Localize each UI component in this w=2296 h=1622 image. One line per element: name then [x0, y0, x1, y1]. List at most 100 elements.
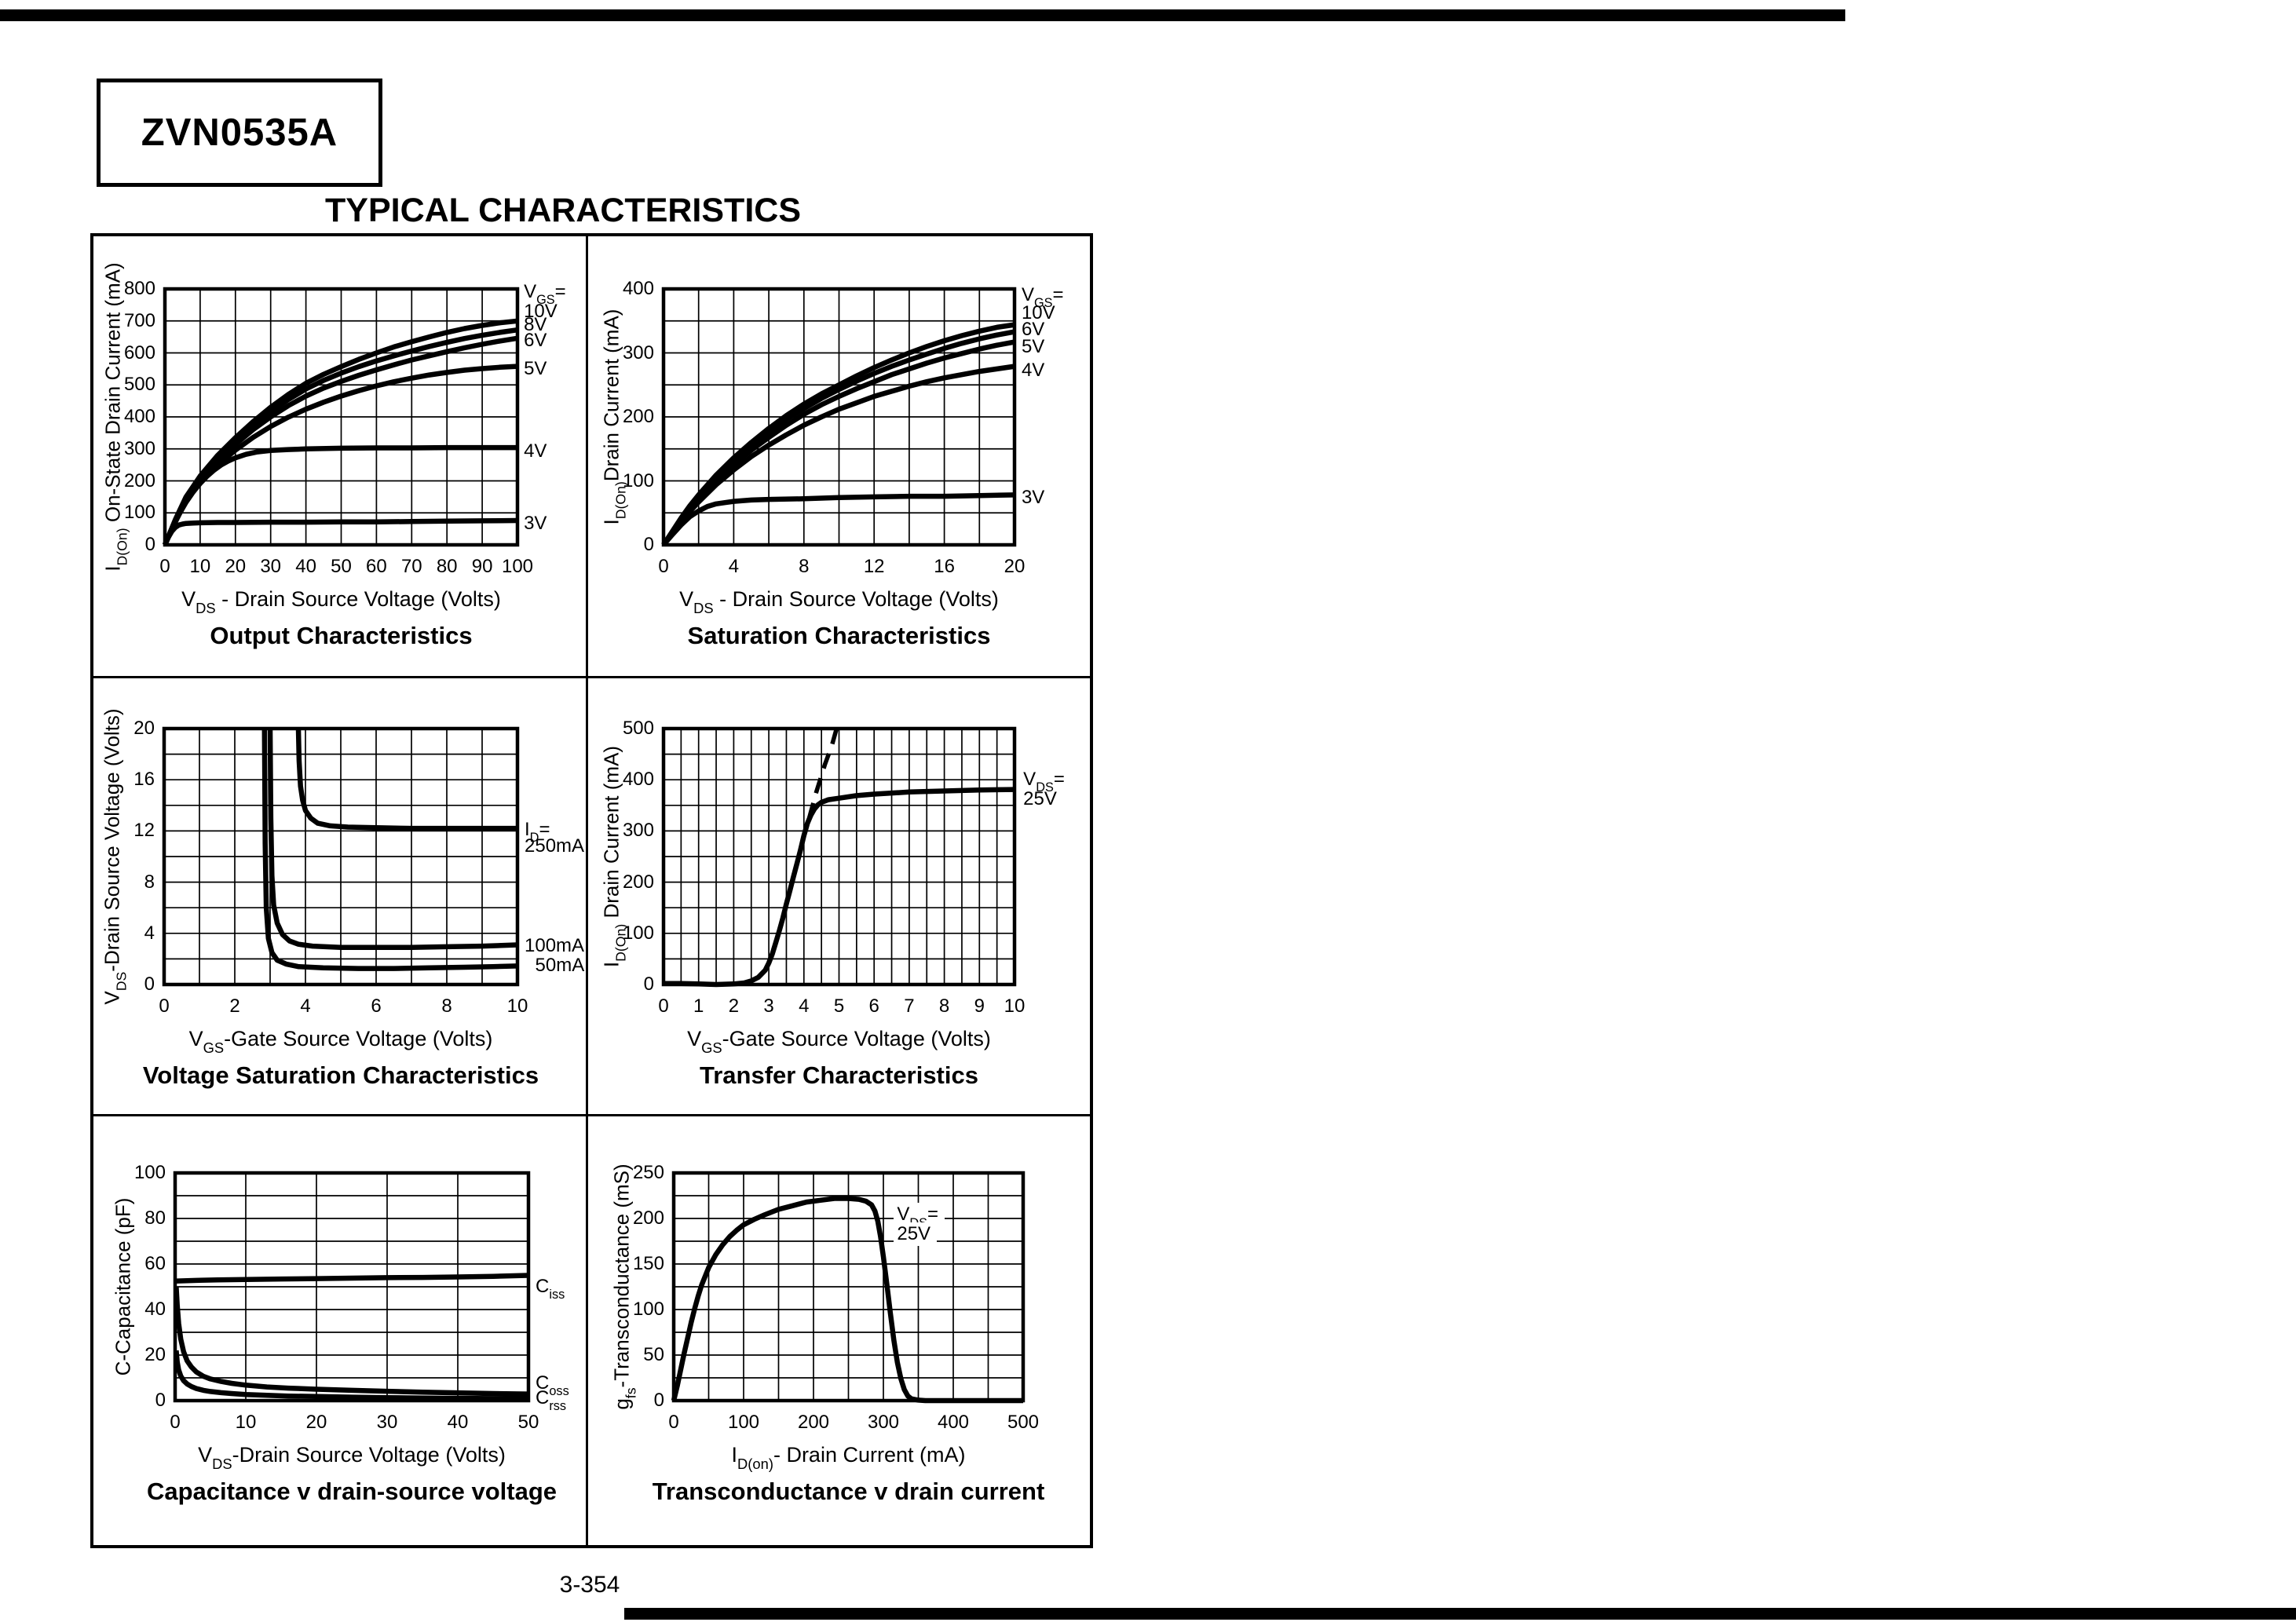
x-tick-50: 50 [517, 1412, 539, 1433]
x-tick-3: 3 [763, 995, 774, 1017]
series-VGS=3V [163, 517, 518, 546]
curve-label: 50mA [535, 955, 585, 977]
x-tick-80: 80 [436, 556, 458, 577]
series-ID=100mA [267, 728, 518, 950]
x-tick-2: 2 [229, 995, 240, 1017]
series-ID(On) at VDS=25V [664, 787, 1015, 988]
x-tick-30: 30 [376, 1412, 398, 1433]
curve-label: 10V [1021, 301, 1055, 323]
characteristics-grid: ID(On) On-State Drain Current (mA) VDS -… [90, 233, 1093, 1548]
curve-label: Ciss [536, 1276, 565, 1302]
panel-saturation-characteristics: ID(On)Drain Current (mA) VDS - Drain Sou… [588, 236, 1090, 676]
chart-canvas-transfer-characteristics [661, 726, 1017, 988]
x-tick-5: 5 [833, 995, 845, 1017]
scan-artifact-bottom-bar [624, 1608, 2296, 1620]
x-tick-4: 4 [728, 556, 740, 577]
y-tick-500: 500 [123, 374, 155, 396]
x-tick-0: 0 [658, 556, 669, 577]
curve-label: 25V [894, 1222, 938, 1246]
x-axis-label: VDS - Drain Source Voltage (Volts) [679, 587, 999, 617]
curve-label: 5V [524, 357, 547, 379]
x-tick-40: 40 [295, 556, 316, 577]
y-tick-4: 4 [144, 922, 155, 944]
series-VGS=3V [661, 492, 1015, 547]
y-tick-600: 600 [123, 342, 155, 363]
x-tick-2: 2 [728, 995, 740, 1017]
x-tick-6: 6 [371, 995, 382, 1017]
x-tick-12: 12 [863, 556, 885, 577]
part-number-box: ZVN0535A [97, 79, 382, 187]
chart-plot [661, 287, 1017, 547]
y-tick-400: 400 [622, 278, 654, 299]
curve-label: Coss [536, 1372, 569, 1399]
x-tick-6: 6 [868, 995, 879, 1017]
chart-title: Transfer Characteristics [700, 1061, 978, 1089]
y-tick-0: 0 [643, 974, 654, 995]
x-tick-10: 10 [189, 556, 211, 577]
x-tick-50: 50 [331, 556, 352, 577]
x-tick-10: 10 [506, 995, 528, 1017]
chart-title: Transconductance v drain current [652, 1478, 1045, 1505]
curve-label: VGS= [524, 281, 566, 308]
x-tick-10: 10 [1004, 995, 1026, 1017]
x-tick-60: 60 [366, 556, 387, 577]
x-tick-70: 70 [400, 556, 422, 577]
curve-label: VGS= [1021, 284, 1064, 311]
y-tick-100: 100 [123, 502, 155, 524]
y-tick-100: 100 [632, 1299, 664, 1320]
y-tick-800: 800 [123, 278, 155, 299]
y-tick-300: 300 [622, 342, 654, 363]
chart-canvas-transconductance-v-drain-current [671, 1171, 1026, 1404]
curve-label: 250mA [525, 835, 585, 857]
grid-vertical-divider [586, 236, 588, 1545]
x-tick-4: 4 [300, 995, 311, 1017]
x-tick-30: 30 [260, 556, 282, 577]
chart-plot [162, 287, 520, 547]
x-tick-20: 20 [225, 556, 247, 577]
x-tick-20: 20 [1004, 556, 1026, 577]
y-tick-20: 20 [133, 718, 155, 739]
page-heading: TYPICAL CHARACTERISTICS [324, 192, 802, 229]
curve-label: 6V [1021, 319, 1045, 341]
x-tick-100: 100 [501, 556, 534, 577]
curve-label: Crss [536, 1387, 567, 1414]
series-ID=50mA [261, 728, 518, 971]
curve-label: 8V [524, 313, 547, 335]
y-tick-100: 100 [622, 469, 654, 491]
y-tick-200: 200 [622, 871, 654, 893]
x-tick-4: 4 [799, 995, 810, 1017]
y-tick-400: 400 [622, 769, 654, 791]
y-tick-80: 80 [144, 1207, 166, 1229]
curve-label: 10V [524, 300, 558, 322]
chart-canvas-voltage-saturation-characteristics [162, 726, 520, 987]
y-tick-400: 400 [123, 406, 155, 427]
x-tick-90: 90 [471, 556, 493, 577]
y-tick-500: 500 [622, 718, 654, 739]
panel-capacitance: C-Capacitance (pF) VDS-Drain Source Volt… [93, 1116, 586, 1545]
y-axis-label: VDS-Drain Source Voltage (Volts) [100, 708, 130, 1005]
y-axis-label: gfs-Transconductance (mS) [609, 1164, 639, 1410]
x-axis-label: VGS-Gate Source Voltage (Volts) [687, 1027, 991, 1057]
x-tick-0: 0 [658, 995, 669, 1017]
y-tick-16: 16 [133, 769, 155, 791]
x-tick-1: 1 [693, 995, 704, 1017]
series-VGS=4V [661, 363, 1015, 546]
y-tick-200: 200 [622, 406, 654, 427]
chart-plot [671, 1171, 1026, 1404]
chart-title: Capacitance v drain-source voltage [146, 1478, 558, 1505]
curve-label: 5V [1021, 336, 1045, 358]
y-tick-0: 0 [144, 974, 155, 995]
x-tick-200: 200 [797, 1412, 830, 1433]
series-gfs at VDS=25V [671, 1196, 1023, 1404]
grid-horizontal-divider-1 [93, 676, 1090, 678]
y-tick-60: 60 [144, 1253, 166, 1274]
curve-label: VDS= [1023, 769, 1065, 795]
curve-label: 25V [1023, 787, 1057, 809]
page-number: 3-354 [559, 1572, 620, 1598]
x-tick-0: 0 [668, 1412, 679, 1433]
curve-label: 4V [1021, 359, 1045, 381]
curve-label: 100mA [525, 935, 585, 957]
y-axis-label: ID(On) Drain Current (mA) [599, 745, 629, 968]
y-tick-0: 0 [155, 1390, 166, 1411]
x-tick-100: 100 [727, 1412, 760, 1433]
